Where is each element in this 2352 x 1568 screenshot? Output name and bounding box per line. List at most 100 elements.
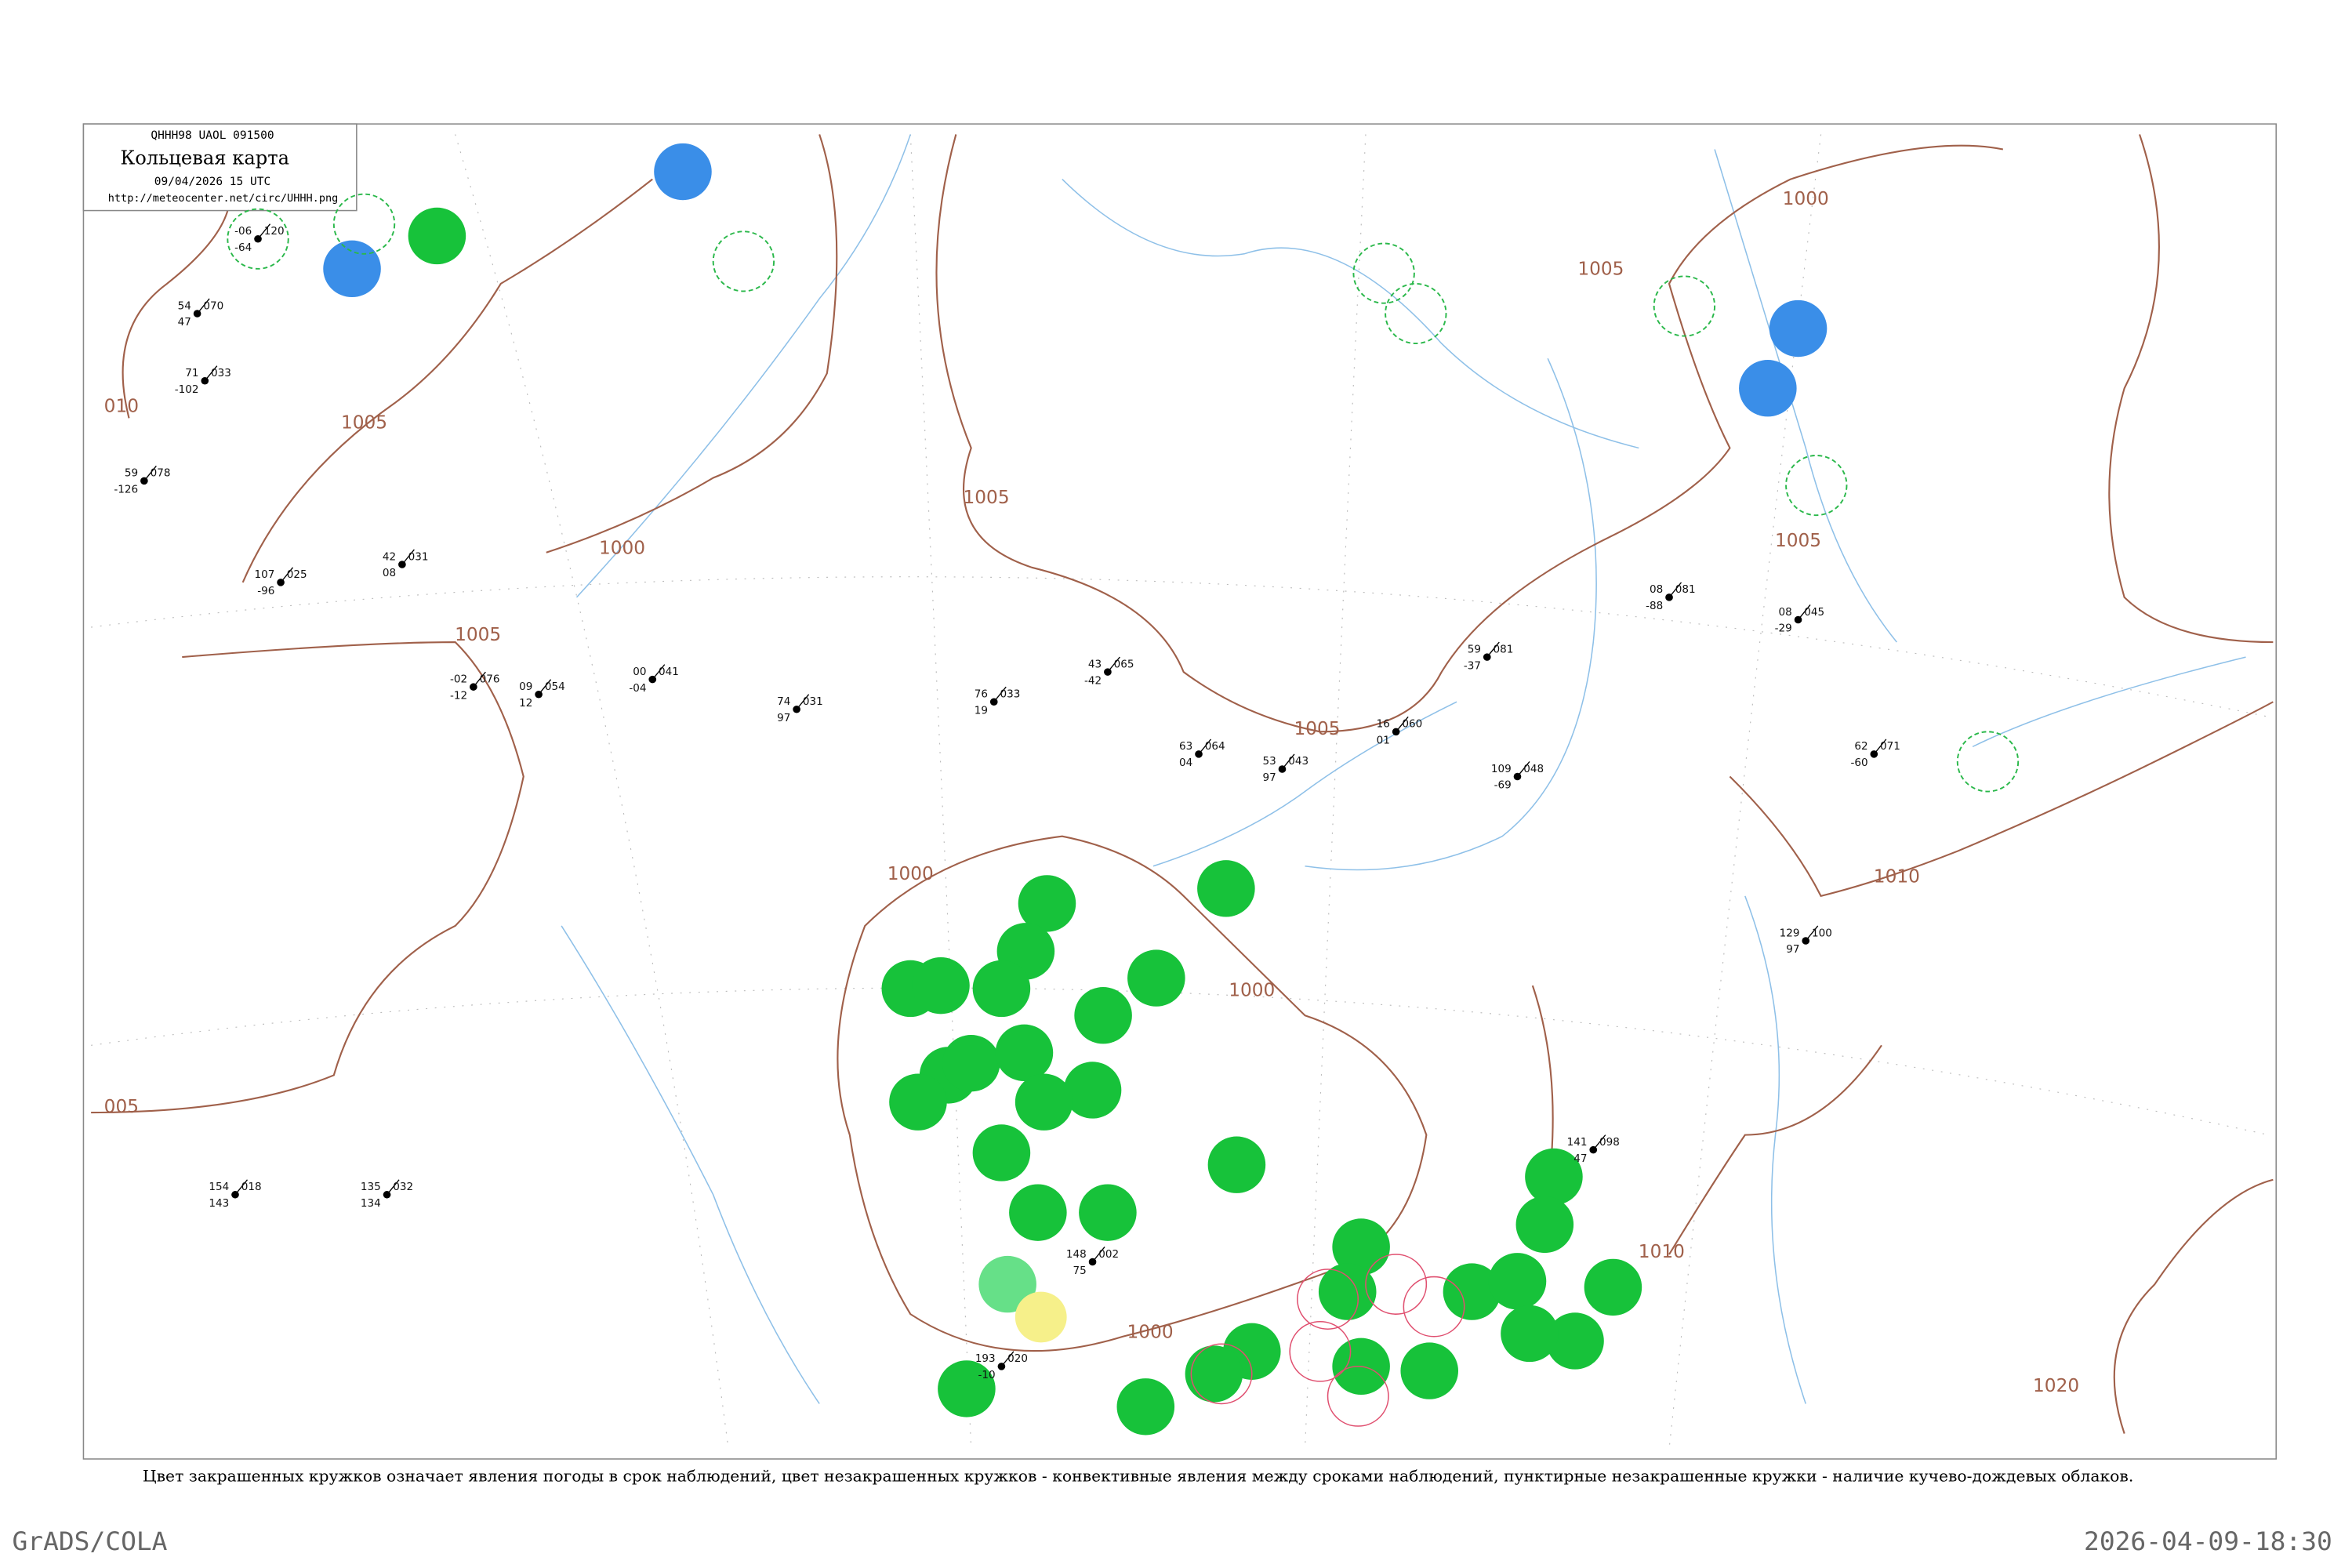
wind-barb — [1396, 716, 1409, 732]
station-temp: 16 — [1377, 719, 1390, 731]
wind-barb — [387, 1179, 400, 1196]
station: 08 045 -29 — [1775, 604, 1824, 635]
isobar-label: 1000 — [887, 864, 934, 884]
station-temp: 08 — [1650, 584, 1663, 596]
station: 135 032 134 — [361, 1179, 413, 1210]
wind-barb — [234, 1179, 249, 1196]
station-dew: -29 — [1775, 623, 1792, 635]
weather-circle — [1207, 1136, 1266, 1193]
station: 08 081 -88 — [1646, 582, 1696, 612]
station-dew: -96 — [257, 586, 274, 597]
weather-circle — [1074, 987, 1132, 1044]
station: -02 076 -12 — [450, 671, 500, 702]
station: 54 070 47 — [178, 298, 223, 328]
station: 129 100 97 — [1780, 925, 1832, 956]
station: 148 002 75 — [1066, 1247, 1119, 1277]
station-dew: -04 — [629, 683, 646, 695]
station-temp: 135 — [361, 1181, 381, 1193]
station-temp: 109 — [1491, 764, 1512, 775]
wind-barb — [143, 465, 157, 481]
isobar-label: 1010 — [1639, 1242, 1685, 1262]
isobars — [91, 134, 2274, 1434]
wind-barb — [796, 694, 810, 710]
isobar-label: 1000 — [599, 539, 645, 559]
station-temp: 129 — [1780, 927, 1800, 939]
snow-circle — [323, 240, 381, 298]
station-dew: 47 — [1573, 1153, 1587, 1165]
snow-circle — [654, 143, 712, 201]
isobar-label: 1005 — [964, 488, 1010, 508]
rivers — [561, 134, 2246, 1404]
isobar-label: 1005 — [1577, 260, 1624, 280]
convective-circle — [1403, 1276, 1465, 1338]
station-pressure: 071 — [1880, 741, 1900, 753]
station-dew: 97 — [777, 713, 790, 724]
weather-circle — [972, 960, 1031, 1018]
weather-circle — [995, 1024, 1054, 1082]
station-temp: -06 — [234, 226, 252, 238]
isobar-label: 010 — [104, 397, 139, 417]
station-pressure: 060 — [1402, 719, 1422, 731]
weather-circle — [1079, 1184, 1137, 1241]
cb-circle — [712, 230, 775, 292]
weather-circle — [1332, 1218, 1390, 1276]
isobar-label: 1000 — [1229, 981, 1275, 1001]
station-temp: 09 — [519, 681, 532, 693]
station: 43 065 -42 — [1084, 656, 1134, 687]
weather-circle — [1014, 1073, 1073, 1131]
cb-circle — [1956, 731, 2020, 793]
station-pressure: 081 — [1494, 644, 1514, 655]
weather-circle — [972, 1124, 1031, 1181]
snow-circle — [1739, 360, 1797, 417]
station-dew: 97 — [1262, 772, 1276, 784]
station-dew: -42 — [1084, 675, 1102, 687]
station-pressure: 076 — [480, 674, 500, 686]
station: 74 031 97 — [777, 694, 823, 724]
station-dew: -102 — [175, 384, 199, 396]
weather-circle — [1515, 1196, 1574, 1254]
cb-circle — [1385, 282, 1447, 345]
wind-barb — [1516, 761, 1530, 777]
station-dew: 143 — [209, 1198, 229, 1210]
station-temp: 62 — [1854, 741, 1867, 753]
isobar-label: 1005 — [341, 413, 387, 434]
station-dew: 134 — [361, 1198, 381, 1210]
station: 76 033 19 — [975, 686, 1020, 717]
station-dew: 75 — [1073, 1265, 1087, 1277]
weather-circle — [1400, 1342, 1458, 1399]
wind-barb — [1873, 739, 1887, 755]
isobar-label: 1000 — [1783, 189, 1829, 209]
wind-barb — [538, 679, 552, 695]
station-temp: 71 — [185, 368, 198, 379]
wind-barb — [1281, 753, 1295, 770]
station-pressure: 098 — [1599, 1137, 1620, 1149]
station-pressure: 031 — [408, 551, 429, 563]
station-dew: -60 — [1850, 757, 1867, 769]
station: 42 031 08 — [383, 549, 429, 579]
station-pressure: 018 — [241, 1181, 262, 1193]
wind-barb — [1107, 656, 1120, 673]
station-pressure: 002 — [1098, 1249, 1119, 1261]
wind-barb — [257, 223, 271, 240]
header-url: http://meteocenter.net/circ/UHHH.png — [108, 193, 339, 205]
station: 00 041 -04 — [629, 664, 679, 695]
station-dew: -37 — [1464, 660, 1481, 672]
station: 107 025 -96 — [254, 567, 307, 597]
station-pressure: 120 — [264, 226, 285, 238]
station: 62 071 -60 — [1850, 739, 1900, 769]
station-pressure: 033 — [211, 368, 231, 379]
weather-circle — [912, 956, 970, 1014]
station: 59 078 -126 — [114, 465, 170, 496]
caption: Цвет закрашенных кружков означает явлени… — [143, 1467, 2133, 1486]
station-dew: 19 — [975, 706, 988, 717]
station-dew: 01 — [1377, 735, 1390, 747]
station-dew: 47 — [178, 317, 191, 328]
weather-circle — [1127, 949, 1185, 1007]
cb-circle — [1653, 275, 1716, 337]
station-dew: -69 — [1494, 780, 1512, 792]
station-temp: 59 — [125, 468, 138, 480]
header-frame — [82, 123, 358, 212]
wind-barb — [1668, 582, 1682, 598]
isobar-label: 1010 — [1874, 867, 1920, 887]
